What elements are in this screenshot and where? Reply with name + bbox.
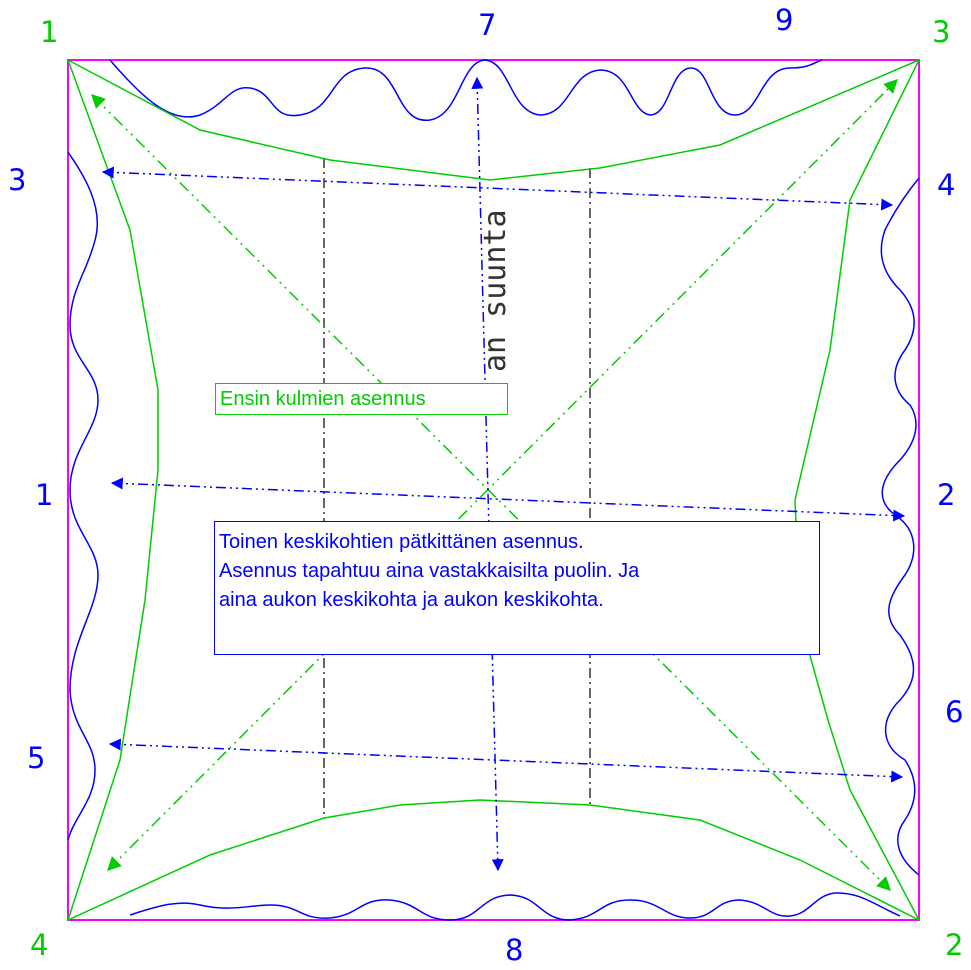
- note-line: Asennus tapahtuu aina vastakkaisilta puo…: [219, 560, 640, 582]
- frame-square: [67, 59, 920, 921]
- midpoint-installation-note: Toinen keskikohtien pätkittänen asennus.…: [214, 521, 820, 655]
- side-label-right-lower: 6: [945, 695, 963, 729]
- side-label-right-middle: 2: [937, 478, 955, 512]
- wavy-edge-top: [109, 59, 823, 121]
- side-label-right-upper: 4: [937, 168, 955, 202]
- corner-label-top-left: 1: [40, 15, 58, 49]
- wavy-edge-left: [67, 151, 99, 841]
- side-label-top-middle: 7: [478, 8, 496, 42]
- note-line: aina aukon keskikohta ja aukon keskikoht…: [219, 589, 604, 611]
- corner-label-bottom-right: 2: [945, 928, 963, 962]
- corner-label-top-right: 3: [932, 15, 950, 49]
- corner-installation-note: Ensin kulmien asennus: [215, 383, 508, 415]
- side-label-left-lower: 5: [27, 741, 45, 775]
- wavy-edge-right: [880, 177, 920, 876]
- side-label-top-right: 9: [775, 3, 793, 37]
- side-label-left-upper: 3: [8, 163, 26, 197]
- vertical-direction-text: an suunta: [478, 209, 513, 372]
- arrow-row-bottom: [108, 738, 904, 783]
- diagonal-arrow-bl-tr: [107, 79, 898, 871]
- side-label-bottom-middle: 8: [505, 933, 523, 967]
- arrow-row-top: [101, 166, 894, 211]
- note-line: Toinen keskikohtien pätkittänen asennus.: [219, 531, 584, 553]
- arrow-row-middle: [110, 477, 906, 522]
- side-label-left-middle: 1: [35, 478, 53, 512]
- arrow-column-center: [471, 76, 504, 872]
- wavy-edge-bottom: [129, 892, 901, 921]
- corner-label-bottom-left: 4: [30, 928, 48, 962]
